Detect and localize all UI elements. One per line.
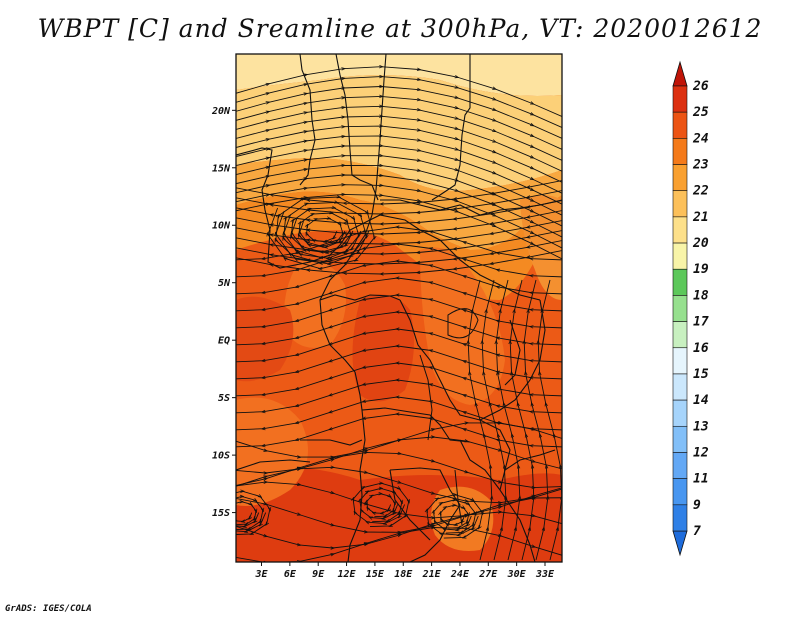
colorbar-label: 23	[692, 158, 709, 173]
lat-label: 10S	[212, 451, 230, 462]
colorbar-label: 25	[692, 105, 709, 120]
grads-credit: GrADS: IGES/COLA	[5, 604, 92, 614]
colorbar-label: 14	[693, 393, 709, 408]
colorbar-segment	[672, 268, 688, 296]
colorbar-label: 24	[692, 131, 709, 146]
colorbar-max-arrow	[672, 60, 688, 87]
map-panel	[236, 54, 562, 562]
colorbar-segment	[672, 216, 688, 244]
lon-label: 3E	[254, 569, 268, 580]
colorbar-label: 21	[692, 210, 709, 225]
colorbar-label: 20	[692, 236, 709, 251]
streamline	[538, 279, 562, 561]
streamlines	[236, 67, 562, 562]
lat-label: 20N	[211, 106, 231, 117]
colorbar-segment	[672, 138, 688, 165]
colorbar-label: 9	[693, 498, 701, 513]
streamline	[236, 491, 270, 535]
colorbar-segment	[672, 347, 688, 375]
colorbar-segment	[672, 242, 688, 270]
colorbar-label: 15	[693, 367, 709, 382]
colorbar-label: 11	[693, 472, 709, 487]
lon-label: 30E	[507, 569, 527, 580]
colorbar-segment	[672, 321, 688, 349]
lat-label: 10N	[212, 221, 231, 232]
colorbar-min-arrow	[672, 530, 688, 557]
lon-label: 21E	[422, 569, 442, 580]
longitude-axis: 3E 6E 9E 12E 15E 18E 21E 24E 27E 30E 33E	[254, 562, 555, 580]
great-lakes	[419, 308, 479, 526]
colorbar-segment	[672, 399, 688, 427]
lat-label: EQ	[218, 336, 230, 347]
colorbar-segment	[672, 478, 688, 506]
colorbar-segment	[672, 504, 688, 532]
lat-label: 5S	[218, 393, 230, 404]
colorbar-label: 17	[693, 315, 709, 330]
colorbar-label: 13	[693, 419, 709, 434]
lon-label: 6E	[284, 569, 297, 580]
lat-label: 15S	[212, 508, 230, 519]
colorbar-segment	[672, 295, 688, 322]
colorbar-segment	[672, 85, 688, 113]
colorbar-label: 12	[693, 445, 709, 460]
colorbar-label: 19	[693, 262, 709, 277]
lon-label: 9E	[312, 569, 325, 580]
lat-label: 15N	[212, 163, 231, 174]
colorbar-label: 18	[693, 288, 709, 303]
colorbar-segment	[672, 425, 688, 453]
country-borders	[236, 54, 562, 562]
colorbar-segment	[672, 164, 688, 192]
map-frame	[235, 53, 563, 563]
colorbar-label: 22	[692, 184, 709, 199]
lon-label: 15E	[366, 569, 385, 580]
streamline	[353, 483, 409, 528]
colorbar-label: 7	[693, 524, 701, 539]
colorbar: 26 25 24 23 22 21 20 19 18 17 16 15 14 13 12 11 9 7	[672, 60, 709, 557]
colorbar-segment	[672, 190, 688, 218]
colorbar-segment	[672, 373, 688, 401]
colorbar-segment	[672, 111, 688, 139]
lon-label: 27E	[478, 569, 498, 580]
lon-label: 18E	[394, 569, 413, 580]
colorbar-segment	[672, 452, 688, 479]
colorbar-label: 16	[693, 341, 709, 356]
lon-label: 33E	[535, 569, 555, 580]
colorbar-label: 26	[692, 79, 709, 94]
latitude-axis: 20N 15N 10N 5N EQ 5S 10S 15S	[211, 106, 236, 519]
map-title: WBPT [C] and Sreamline at 300hPa, VT: 20…	[37, 14, 763, 43]
lon-label: 12E	[338, 569, 357, 580]
lat-label: 5N	[218, 278, 231, 289]
lon-label: 24E	[450, 569, 470, 580]
